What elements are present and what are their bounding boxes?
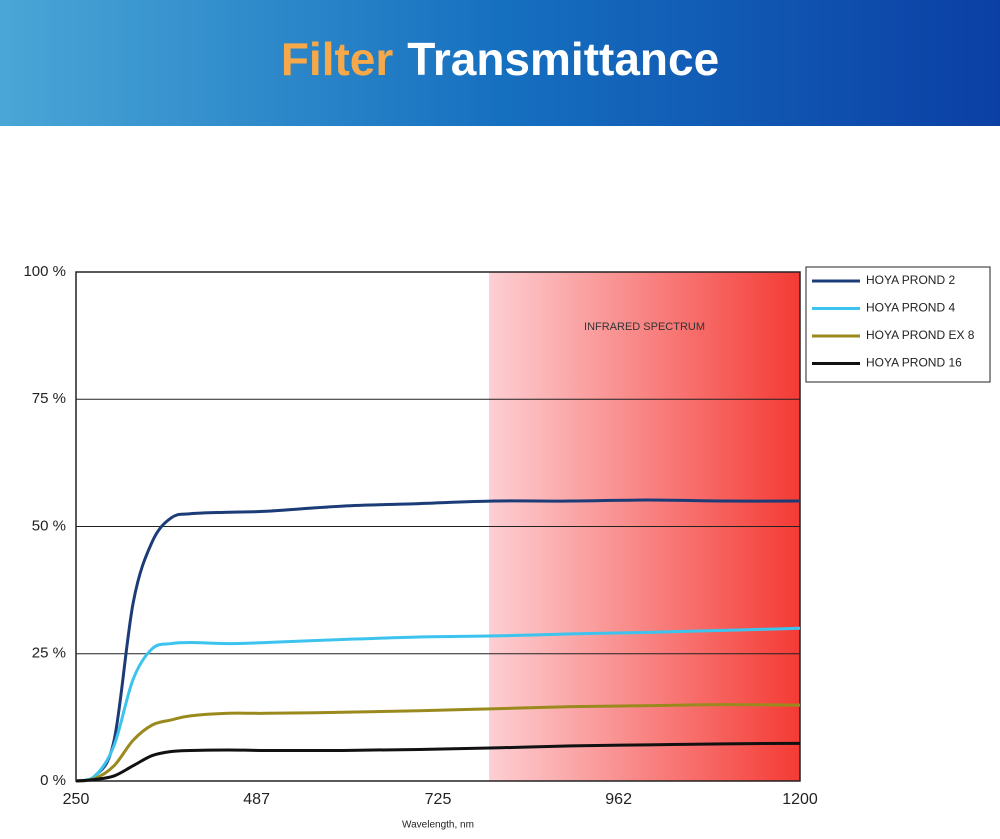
series-line — [75, 741, 801, 783]
y-tick-label: 0 % — [40, 772, 66, 789]
legend-label: HOYA PROND 16 — [866, 356, 962, 370]
chart-title: Filter Transmittance — [281, 33, 719, 85]
legend-label: HOYA PROND 2 — [866, 273, 955, 287]
y-tick-label: 75 % — [32, 390, 66, 407]
x-tick-label: 1200 — [782, 791, 818, 808]
x-tick-label: 250 — [63, 791, 90, 808]
x-tick-label: 725 — [425, 791, 452, 808]
plot-frame — [75, 271, 801, 782]
y-tick-label: 25 % — [32, 645, 66, 662]
header-banner — [0, 0, 1000, 126]
series-line — [75, 703, 801, 783]
title-rest: Transmittance — [407, 33, 719, 85]
x-tick-label: 962 — [605, 791, 632, 808]
y-tick-label: 100 % — [23, 263, 66, 280]
y-tick-label: 50 % — [32, 517, 66, 534]
legend-label: HOYA PROND EX 8 — [866, 328, 975, 342]
x-tick-label: 487 — [243, 791, 270, 808]
x-axis-label: Wavelength, nm — [402, 820, 474, 831]
series-line — [75, 626, 801, 783]
title-highlight: Filter — [281, 33, 394, 85]
region-label: INFRARED SPECTRUM — [584, 321, 705, 333]
series-line — [75, 498, 801, 783]
legend-label: HOYA PROND 4 — [866, 301, 955, 315]
plot: INFRARED SPECTRUM 0 % 25 % 50 % 75 % 100 % 250… — [23, 263, 991, 831]
